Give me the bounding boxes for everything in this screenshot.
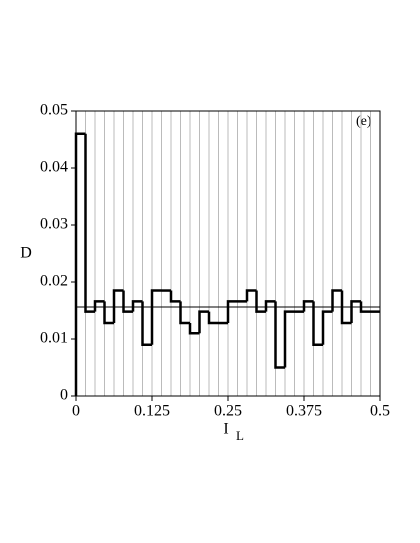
bar — [340, 290, 352, 325]
y-tick-label: 0.03 — [40, 216, 68, 233]
bar — [150, 289, 162, 345]
bar — [198, 310, 209, 334]
y-tick-label: 0 — [60, 387, 68, 404]
bar — [331, 289, 342, 312]
y-tick-label: 0.01 — [40, 330, 68, 347]
bar — [169, 290, 181, 303]
bar — [264, 300, 276, 312]
y-axis-label: D — [20, 245, 32, 262]
bar — [255, 290, 266, 313]
bar — [302, 300, 314, 312]
bar — [283, 310, 295, 368]
bar — [188, 323, 200, 335]
bar — [274, 301, 285, 369]
bar — [74, 132, 86, 396]
bar — [245, 289, 257, 302]
y-tick-label: 0.02 — [40, 273, 68, 290]
bar — [103, 301, 114, 325]
bar — [350, 300, 361, 324]
x-tick-label: 0.375 — [286, 403, 322, 420]
y-tick-label: 0.05 — [40, 102, 68, 119]
x-axis-label-subscript: L — [236, 428, 244, 443]
bar — [112, 289, 124, 324]
x-tick-label: 0 — [72, 403, 80, 420]
bar — [321, 310, 333, 345]
bar — [141, 301, 152, 346]
bar — [312, 301, 323, 346]
bar — [131, 300, 143, 312]
bar — [84, 133, 95, 313]
y-tick-label: 0.04 — [40, 159, 68, 176]
x-tick-label: 0.5 — [370, 403, 390, 420]
annotation: (e) — [356, 114, 372, 129]
bar — [207, 311, 219, 325]
bar — [122, 290, 133, 313]
x-tick-label: 0.25 — [214, 403, 242, 420]
bar — [226, 300, 238, 324]
bar — [93, 300, 105, 312]
x-axis-label: I — [223, 421, 228, 438]
bar — [179, 301, 190, 325]
bar — [359, 301, 371, 313]
x-tick-label: 0.125 — [134, 403, 170, 420]
